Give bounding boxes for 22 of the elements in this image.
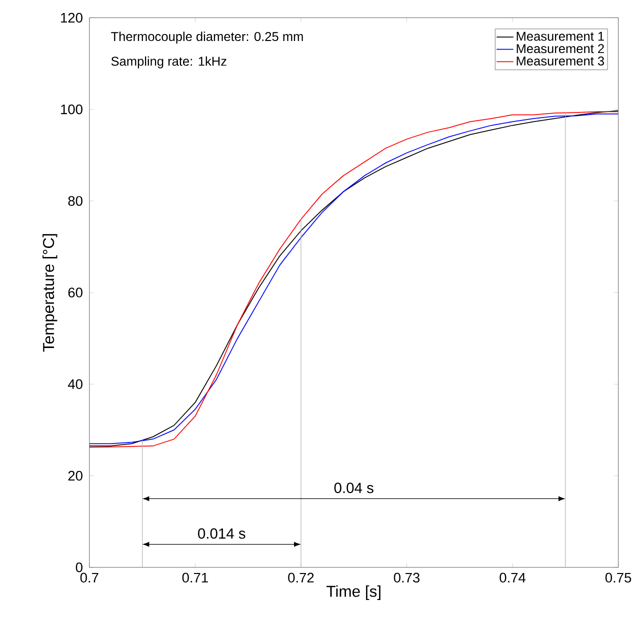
y-tick-label: 100 [61, 104, 82, 114]
x-tick-label: 0.72 [288, 573, 314, 583]
legend-label: Measurement 3 [516, 56, 604, 66]
y-axis-title: Temperature [°C] [42, 234, 58, 352]
x-tick-label: 0.74 [500, 573, 526, 583]
annotation: 0.04 s [334, 482, 374, 494]
y-tick-label: 80 [68, 196, 82, 206]
y-tick-label: 0 [76, 562, 82, 572]
annotation: 0.014 s [198, 528, 246, 539]
y-tick-label: 120 [61, 13, 82, 23]
x-tick-label: 0.71 [182, 573, 208, 583]
y-tick-label: 60 [68, 288, 82, 298]
x-tick-label: 0.75 [605, 573, 632, 583]
annotation: Thermocouple diameter: 0.25 mm [111, 32, 303, 44]
x-tick-label: 0.7 [80, 573, 98, 583]
annotation: Sampling rate: 1kHz [111, 56, 226, 69]
y-tick-label: 40 [68, 380, 82, 390]
y-tick-label: 20 [68, 471, 82, 481]
x-axis-title: Time [s] [326, 586, 380, 600]
x-tick-label: 0.73 [394, 573, 420, 583]
legend-label: Measurement 1 [516, 32, 604, 42]
legend-label: Measurement 2 [516, 44, 604, 54]
